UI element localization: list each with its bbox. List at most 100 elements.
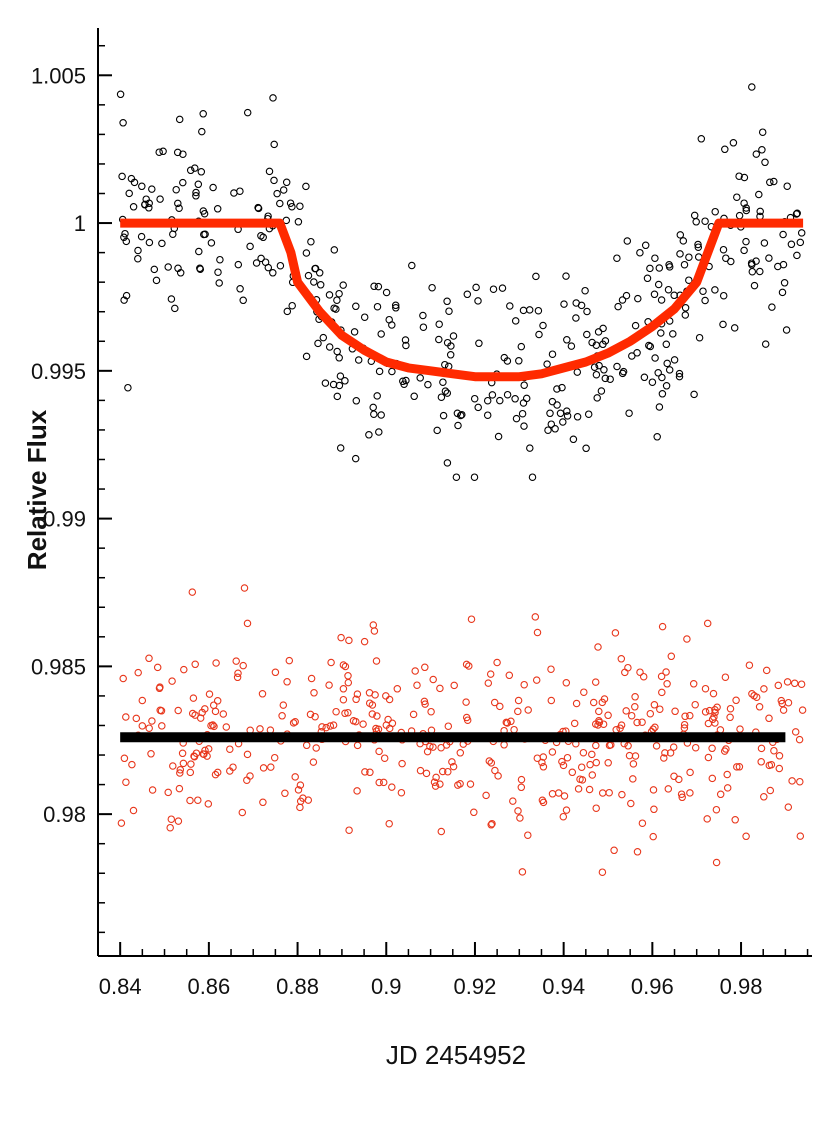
data-point [377,330,385,338]
data-point [779,706,788,714]
data-point [631,693,639,701]
data-point [740,173,749,182]
data-point [752,150,761,158]
data-point [339,281,347,289]
data-point [269,269,277,277]
data-point [256,725,264,733]
data-point [506,302,514,310]
data-point [352,397,361,405]
data-point [735,172,743,180]
data-point [229,763,237,771]
data-point [704,753,713,762]
data-point [359,720,367,728]
data-point [314,339,322,348]
data-point [655,264,664,272]
data-point [226,745,234,753]
data-point [327,658,335,667]
data-point [539,753,548,761]
data-point [548,790,557,798]
data-point [636,668,644,676]
data-point [592,741,600,750]
data-point [653,433,661,441]
data-point [631,703,639,711]
data-point [148,786,157,794]
data-point [191,164,199,172]
data-point [579,748,588,757]
data-point [365,699,374,707]
data-point [132,714,141,723]
data-point [703,815,711,823]
data-point [195,247,203,256]
data-point [517,783,526,792]
data-point [500,353,509,362]
data-point [419,311,427,320]
data-point [515,357,523,365]
axis-ticks: 0.98 0.985 0.99 0.995 1 1.005 0.84 0.86 0.88 0.9 0… [31,44,809,999]
data-point [441,360,449,369]
data-point [213,768,222,777]
data-point [168,677,176,685]
data-point [213,697,222,705]
data-point [509,797,517,805]
data-point [410,392,418,401]
transit-model-line [120,218,804,382]
data-point [520,422,528,430]
data-point [145,199,153,208]
data-point [448,758,456,766]
data-point [625,751,634,760]
data-point [167,815,176,823]
data-point [646,264,654,273]
data-point [215,279,223,287]
data-point [401,336,410,344]
data-point [488,391,497,399]
data-point [443,459,452,467]
data-point [538,758,546,767]
data-point [433,426,441,435]
data-point [174,264,182,273]
data-point [709,689,718,698]
data-point [336,444,345,452]
data-point [194,796,202,804]
data-point [584,410,593,418]
data-point [592,804,600,812]
data-point [556,409,565,418]
data-point [512,414,521,423]
data-point [783,678,792,686]
data-point [294,786,303,794]
data-point [601,337,610,345]
data-point [612,726,620,734]
red-residual-points [117,584,807,876]
data-point [703,619,712,628]
data-point [559,812,568,821]
data-point [662,668,670,676]
data-point [333,392,342,401]
data-point [518,868,527,876]
data-point [742,204,750,212]
data-point [563,412,572,420]
data-point [748,83,756,91]
data-point [119,119,127,127]
data-point [118,172,126,181]
data-point [675,372,684,381]
data-point [649,786,658,794]
data-point [472,283,480,292]
data-point [373,392,381,400]
data-point [402,341,410,350]
x-tick-label: 0.98 [720,974,763,999]
data-point [155,148,163,156]
data-point [665,263,674,271]
data-point [742,237,750,246]
data-point [701,217,709,225]
data-point [681,311,690,319]
data-point [740,199,748,207]
data-point [593,394,601,402]
data-point [311,712,319,721]
data-point [588,338,596,347]
data-point [204,745,213,753]
data-point [337,633,345,642]
data-point [670,772,678,781]
data-point [137,232,146,241]
data-point [685,253,693,261]
data-point [437,393,446,401]
data-point [573,413,582,421]
